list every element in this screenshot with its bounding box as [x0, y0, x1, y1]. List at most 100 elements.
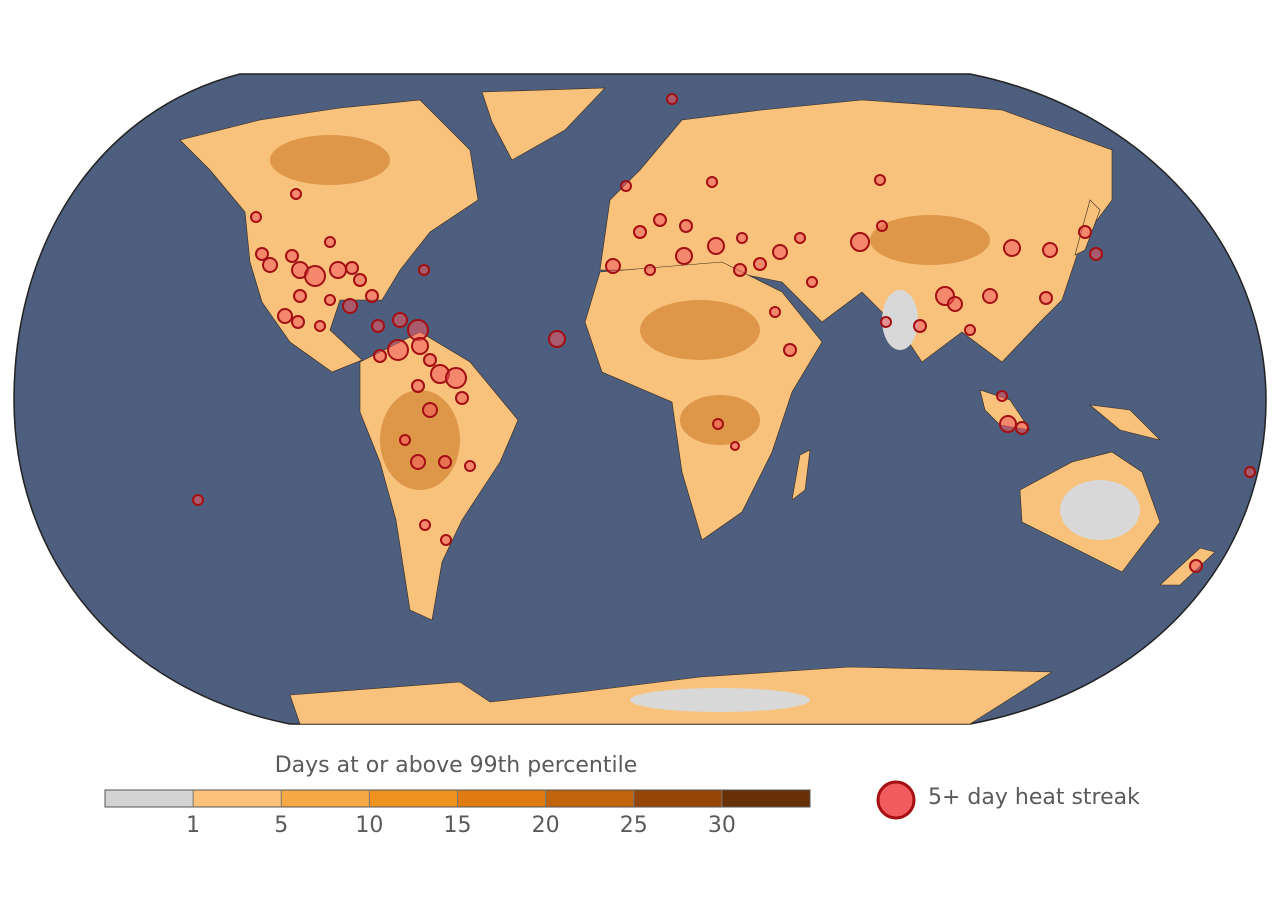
- heat-streak-marker: [440, 534, 452, 546]
- heat-streak-marker: [411, 379, 425, 393]
- heat-streak-marker: [423, 353, 437, 367]
- heat-streak-marker: [772, 244, 788, 260]
- heat-streak-markers: [192, 93, 1256, 573]
- heat-streak-marker: [192, 494, 204, 506]
- heat-streak-marker: [850, 232, 870, 252]
- legend: Days at or above 99th percentile 5+ day …: [104, 753, 1140, 838]
- heat-streak-marker: [783, 343, 797, 357]
- heat-streak-marker: [1089, 247, 1103, 261]
- heat-streak-marker: [620, 180, 632, 192]
- heat-streak-marker: [345, 261, 359, 275]
- heat-streak-marker: [371, 319, 385, 333]
- colorbar-tick-label: 20: [532, 813, 560, 838]
- heat-streak-marker: [262, 257, 278, 273]
- heat-streak-marker: [399, 434, 411, 446]
- new-guinea: [1089, 404, 1161, 441]
- heat-streak-marker: [304, 265, 326, 287]
- colorbar-bin: [369, 790, 458, 807]
- marker-legend-symbol: [876, 780, 916, 820]
- heat-streak-marker: [644, 264, 656, 276]
- marker-legend-label: 5+ day heat streak: [928, 785, 1140, 810]
- colorbar-tick-label: 25: [620, 813, 648, 838]
- cool-region: [882, 290, 918, 350]
- heat-streak-marker: [314, 320, 326, 332]
- cool-region: [1060, 480, 1140, 540]
- heat-streak-marker: [1189, 559, 1203, 573]
- world-map: [13, 73, 1267, 725]
- heat-streak-marker: [876, 220, 888, 232]
- heat-streak-marker: [438, 455, 452, 469]
- heat-streak-marker: [753, 257, 767, 271]
- heat-streak-marker: [982, 288, 998, 304]
- heat-streak-marker: [324, 294, 336, 306]
- madagascar: [791, 449, 811, 501]
- heat-streak-marker: [418, 264, 430, 276]
- colorbar-tick-label: 15: [444, 813, 472, 838]
- heat-streak-marker: [342, 298, 358, 314]
- colorbar-bin: [193, 790, 282, 807]
- heat-streak-marker: [407, 319, 429, 341]
- heat-streak-marker: [392, 312, 408, 328]
- heat-streak-marker: [736, 232, 748, 244]
- heat-streak-marker: [329, 261, 347, 279]
- heat-streak-marker: [1003, 239, 1021, 257]
- heat-streak-marker: [365, 289, 379, 303]
- colorbar-bin: [457, 790, 547, 807]
- heat-streak-marker: [250, 211, 262, 223]
- heat-streak-marker: [706, 176, 718, 188]
- colorbar-bin: [105, 790, 194, 807]
- heat-streak-marker: [999, 415, 1017, 433]
- colorbar-tick-label: 5: [274, 813, 288, 838]
- heat-streak-marker: [291, 315, 305, 329]
- heat-streak-marker: [880, 316, 892, 328]
- colorbar-bin: [545, 790, 635, 807]
- heat-streak-marker: [290, 188, 302, 200]
- heat-streak-marker: [806, 276, 818, 288]
- heat-streak-marker: [769, 306, 781, 318]
- legend-title: Days at or above 99th percentile: [275, 753, 638, 778]
- heat-streak-marker: [679, 219, 693, 233]
- hot-region: [380, 390, 460, 490]
- heat-streak-marker: [730, 441, 740, 451]
- heat-streak-marker: [411, 337, 429, 355]
- colorbar-tick-label: 10: [355, 813, 383, 838]
- heat-streak-marker: [422, 402, 438, 418]
- heat-streak-marker: [548, 330, 566, 348]
- heat-streak-marker: [277, 308, 293, 324]
- cool-region: [630, 688, 810, 712]
- heat-streak-marker: [1039, 291, 1053, 305]
- heat-streak-marker: [324, 236, 336, 248]
- heat-streak-marker: [387, 339, 409, 361]
- heat-streak-marker: [712, 418, 724, 430]
- heat-streak-marker: [675, 247, 693, 265]
- heat-streak-marker: [964, 324, 976, 336]
- heat-streak-marker: [445, 367, 467, 389]
- hot-region: [270, 135, 390, 185]
- heat-streak-marker: [605, 258, 621, 274]
- hot-region: [870, 215, 990, 265]
- greenland: [481, 87, 606, 161]
- heat-streak-marker: [293, 289, 307, 303]
- heat-streak-marker: [255, 247, 269, 261]
- heat-streak-marker: [1015, 421, 1029, 435]
- heat-streak-marker: [455, 391, 469, 405]
- colorbar-bin: [281, 790, 370, 807]
- heat-streak-marker: [874, 174, 886, 186]
- north-america: [179, 99, 479, 373]
- heat-streak-marker: [353, 273, 367, 287]
- heat-streak-marker: [653, 213, 667, 227]
- heat-streak-marker: [285, 249, 299, 263]
- colorbar-tick-label: 1: [186, 813, 200, 838]
- heat-streak-marker: [1042, 242, 1058, 258]
- hot-region: [640, 300, 760, 360]
- colorbar-bin: [721, 790, 811, 807]
- heat-streak-marker: [794, 232, 806, 244]
- heat-streak-marker: [666, 93, 678, 105]
- new-zealand: [1159, 547, 1216, 586]
- heat-streak-marker: [996, 390, 1008, 402]
- heat-streak-marker: [913, 319, 927, 333]
- heat-streak-marker: [410, 454, 426, 470]
- heat-streak-marker: [419, 519, 431, 531]
- heat-streak-marker: [733, 263, 747, 277]
